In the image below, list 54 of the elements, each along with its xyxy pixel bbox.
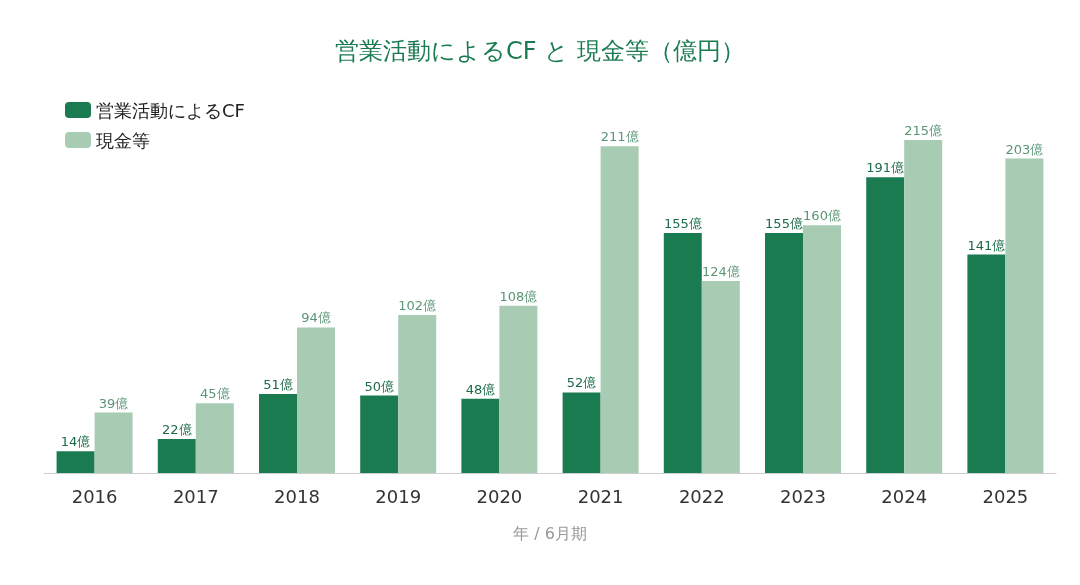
bar	[195, 403, 234, 473]
x-tick-label: 2024	[881, 485, 928, 507]
bar	[701, 280, 740, 473]
bar	[765, 232, 803, 473]
data-label: 52億	[566, 375, 597, 391]
bar	[663, 232, 702, 473]
x-tick-label: 2016	[71, 485, 118, 507]
bar	[259, 394, 297, 473]
x-tick-label: 2021	[577, 485, 624, 507]
bar	[803, 225, 841, 473]
bar	[499, 305, 538, 473]
bar	[562, 392, 601, 473]
x-axis-title: 年 / 6月期	[513, 523, 587, 543]
data-label: 45億	[200, 386, 230, 402]
bar	[297, 327, 335, 473]
bar	[157, 438, 196, 473]
data-label: 48億	[465, 381, 496, 397]
bar	[967, 254, 1006, 473]
data-label: 215億	[904, 123, 943, 138]
data-label: 14億	[60, 434, 91, 450]
data-label: 191億	[866, 160, 905, 176]
data-label: 51億	[263, 377, 293, 393]
data-label: 39億	[98, 395, 129, 411]
bar	[461, 398, 500, 473]
bar	[904, 140, 943, 473]
bar	[398, 315, 437, 473]
x-tick-label: 2018	[274, 485, 320, 507]
data-label: 50億	[364, 378, 394, 394]
legend-label: 現金等	[96, 129, 150, 151]
x-tick-label: 2020	[476, 485, 523, 507]
data-label: 203億	[1005, 141, 1044, 157]
bar	[600, 146, 639, 473]
data-label: 102億	[398, 298, 437, 314]
chart-title: 営業活動によるCF と 現金等（億円）	[335, 37, 745, 65]
bar	[1005, 158, 1044, 473]
data-label: 211億	[600, 129, 639, 145]
data-label: 155億	[663, 215, 702, 231]
x-tick-label: 2019	[375, 485, 422, 507]
bar	[56, 451, 95, 473]
data-label: 141億	[967, 237, 1006, 253]
data-label: 94億	[301, 310, 331, 326]
legend-label: 営業活動によるCF	[96, 99, 245, 121]
bar	[94, 412, 133, 473]
data-label: 124億	[701, 263, 740, 279]
x-tick-label: 2017	[172, 485, 219, 507]
bar	[866, 177, 905, 473]
data-label: 155億	[765, 215, 803, 231]
x-tick-label: 2023	[780, 485, 826, 507]
data-label: 22億	[162, 421, 192, 437]
x-tick-label: 2022	[678, 485, 725, 507]
bar	[360, 395, 399, 473]
x-tick-label: 2025	[982, 485, 1029, 507]
data-label: 108億	[499, 288, 538, 304]
data-label: 160億	[803, 208, 841, 224]
